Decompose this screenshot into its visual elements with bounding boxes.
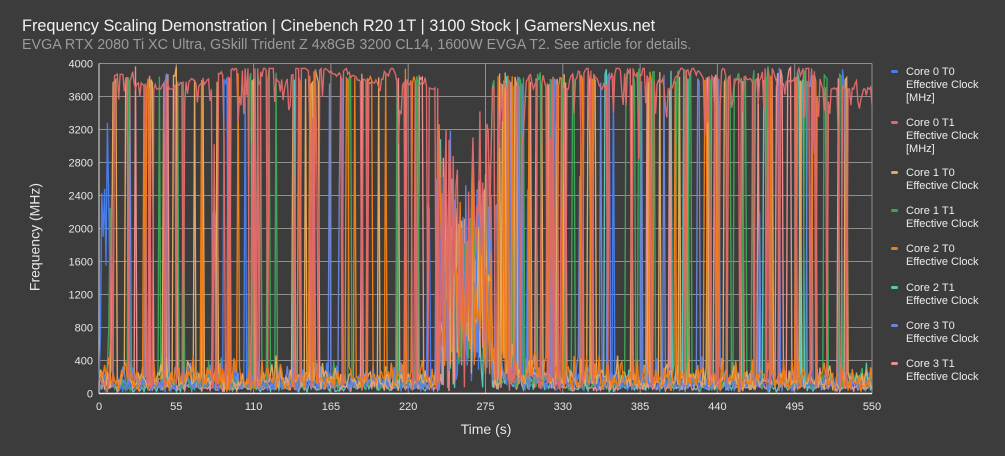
svg-text:55: 55 [170,401,182,413]
svg-text:0: 0 [87,389,93,401]
svg-text:400: 400 [75,356,93,368]
svg-text:Time (s): Time (s) [461,421,512,437]
svg-text:0: 0 [96,401,102,413]
svg-text:3200: 3200 [69,125,93,137]
svg-text:495: 495 [786,401,804,413]
svg-text:275: 275 [476,401,494,413]
svg-text:440: 440 [708,401,726,413]
svg-text:3600: 3600 [69,92,93,104]
svg-text:330: 330 [554,401,572,413]
svg-text:2400: 2400 [69,191,93,203]
svg-text:800: 800 [75,323,93,335]
svg-text:1200: 1200 [69,290,93,302]
svg-text:110: 110 [245,401,263,413]
svg-text:220: 220 [399,401,417,413]
svg-text:385: 385 [631,401,649,413]
svg-text:1600: 1600 [69,257,93,269]
svg-text:Frequency (MHz): Frequency (MHz) [27,183,43,291]
svg-text:550: 550 [863,401,881,413]
svg-text:2800: 2800 [69,158,93,170]
svg-text:2000: 2000 [69,224,93,236]
svg-text:4000: 4000 [69,59,93,71]
svg-text:165: 165 [322,401,340,413]
